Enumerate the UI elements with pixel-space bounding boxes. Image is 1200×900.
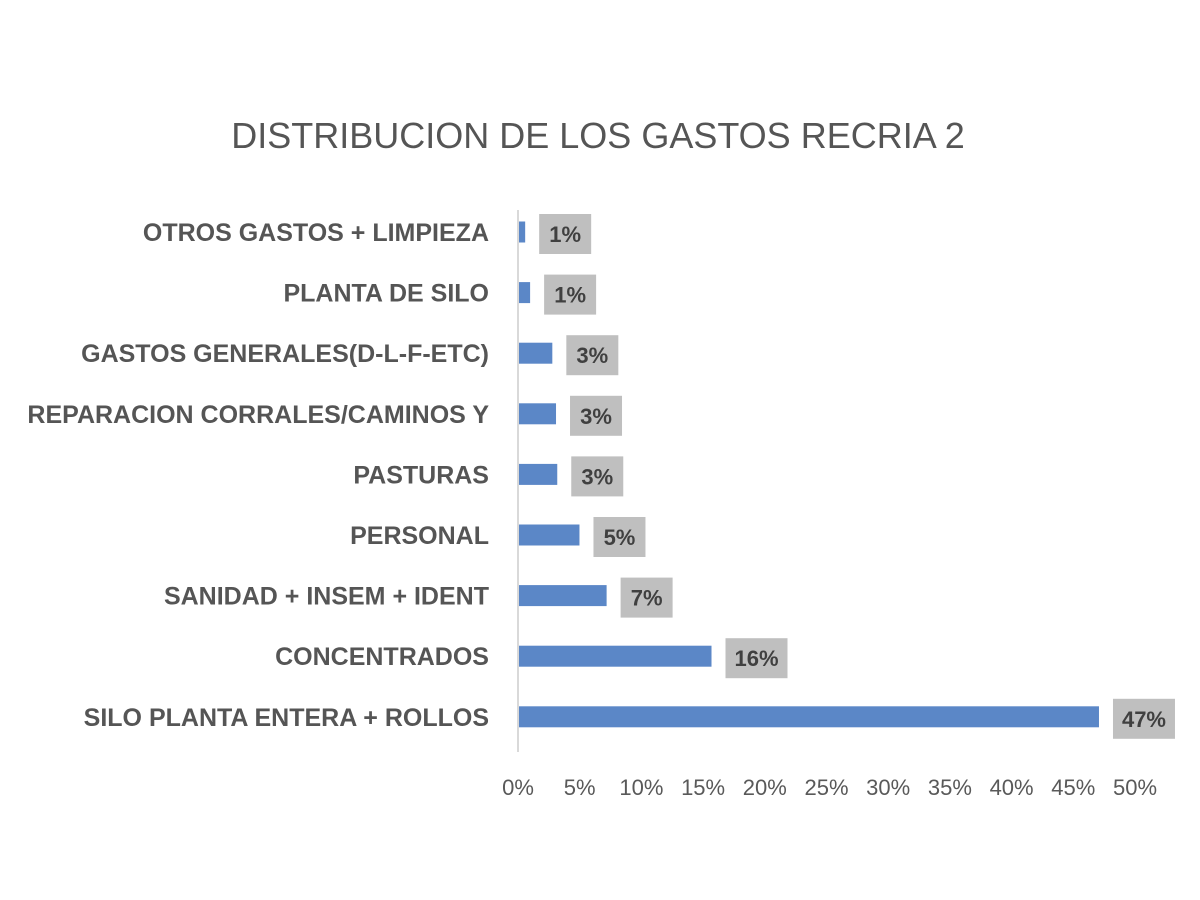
x-tick-label-6: 30%	[866, 775, 910, 800]
data-labels: 1% 1% 3% 3% 3% 5% 7% 16% 47%	[539, 214, 1175, 739]
x-tick-label-4: 20%	[743, 775, 787, 800]
data-label-box-1	[539, 214, 592, 254]
data-label-8: 16%	[734, 646, 778, 671]
category-label-3: GASTOS GENERALES(D-L-F-ETC)	[81, 340, 489, 368]
x-tick-label-10: 50%	[1113, 775, 1157, 800]
category-label-7: SANIDAD + INSEM + IDENT	[164, 583, 489, 611]
data-label-box-5	[571, 456, 624, 497]
x-tick-label-5: 25%	[804, 775, 848, 800]
data-label-5: 3%	[581, 464, 613, 489]
category-label-9: SILO PLANTA ENTERA + ROLLOS	[84, 704, 489, 732]
data-label-1: 1%	[549, 222, 581, 247]
category-label-1: OTROS GASTOS + LIMPIEZA	[143, 219, 489, 247]
data-label-4: 3%	[580, 404, 612, 429]
category-label-4: REPARACION CORRALES/CAMINOS Y	[27, 401, 489, 429]
x-tick-label-1: 5%	[564, 775, 596, 800]
x-tick-label-0: 0%	[502, 775, 534, 800]
data-label-box-6	[593, 517, 646, 557]
data-label-9: 47%	[1122, 707, 1166, 732]
category-label-2: PLANTA DE SILO	[283, 280, 489, 308]
bar-6	[519, 524, 580, 546]
x-tick-label-9: 45%	[1051, 775, 1095, 800]
bar-8	[519, 645, 712, 667]
data-label-7: 7%	[631, 586, 663, 611]
x-tick-label-3: 15%	[681, 775, 725, 800]
x-tick-label-8: 40%	[990, 775, 1034, 800]
bar-2	[519, 282, 531, 304]
category-labels: OTROS GASTOS + LIMPIEZA PLANTA DE SILO GAS…	[27, 219, 489, 732]
data-label-box-3	[566, 335, 619, 376]
bar-3	[519, 342, 553, 364]
data-label-box-7	[620, 577, 673, 618]
data-label-2: 1%	[554, 283, 586, 308]
data-label-box-2	[544, 274, 597, 315]
category-label-6: PERSONAL	[350, 522, 489, 550]
x-axis-ticks: 0% 5% 10% 15% 20% 25% 30% 35% 40% 45% 50%	[502, 775, 1157, 800]
category-label-8: CONCENTRADOS	[275, 643, 489, 671]
x-tick-label-7: 35%	[928, 775, 972, 800]
bar-1	[519, 221, 526, 243]
bars-layer	[519, 221, 1099, 728]
data-label-box-9	[1112, 698, 1175, 739]
x-tick-label-2: 10%	[619, 775, 663, 800]
chart-title: DISTRIBUCION DE LOS GASTOS RECRIA 2	[231, 115, 965, 156]
bar-5	[519, 463, 558, 485]
data-label-3: 3%	[576, 343, 608, 368]
data-label-6: 5%	[604, 525, 636, 550]
bar-9	[519, 706, 1099, 728]
bar-7	[519, 585, 607, 607]
data-label-box-4	[570, 395, 623, 436]
category-label-5: PASTURAS	[353, 461, 489, 489]
data-label-box-8	[725, 638, 788, 679]
bar-4	[519, 403, 557, 425]
